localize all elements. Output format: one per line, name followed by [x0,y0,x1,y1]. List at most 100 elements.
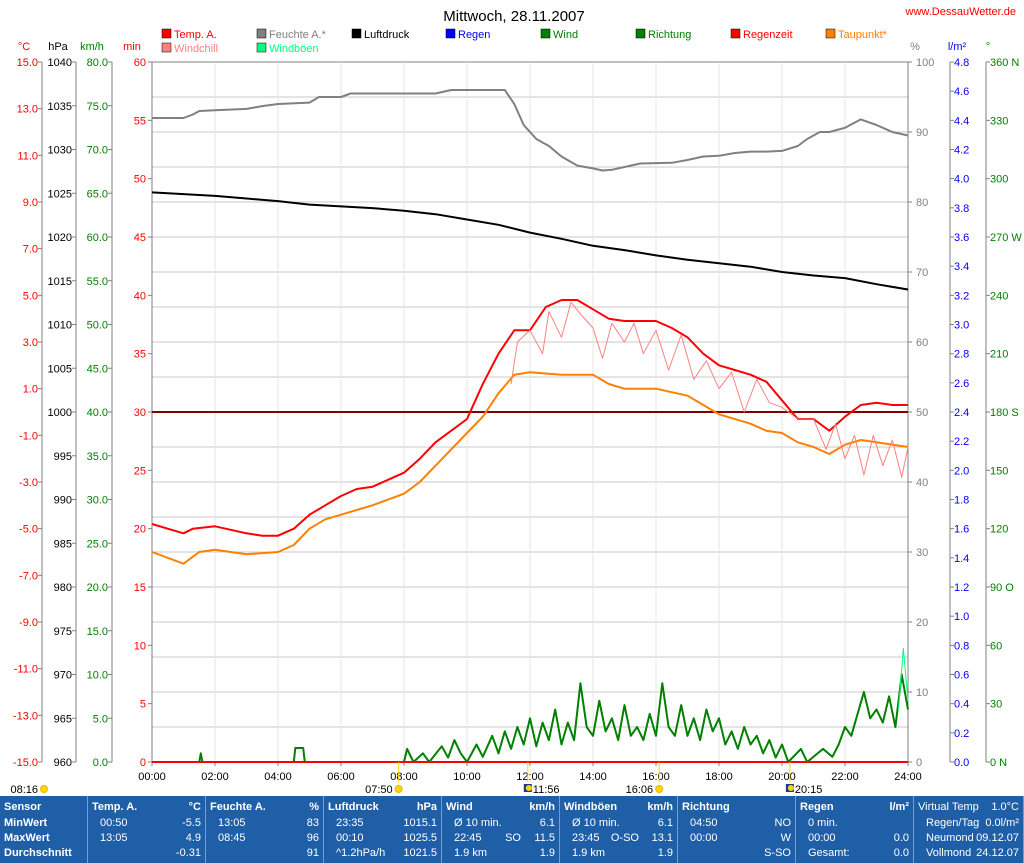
footer-value: 6.1 [539,817,555,829]
humidity-axis-tick-label: 10 [916,687,928,699]
legend-entry: Temp. A. [174,29,217,41]
pressure-axis-tick-label: 1015 [48,276,72,288]
footer-header-label: Richtung [682,801,730,813]
footer-cell: 00:50 [100,817,128,829]
footer-header-label: Temp. A. [92,801,138,813]
series-luftdruck [151,191,909,291]
footer-row: 0 min. [800,815,909,831]
footer-column-header: Windböen km/h [564,799,673,815]
footer-cell: 23:45 [572,832,600,844]
pressure-axis-tick-label: 975 [54,626,72,638]
weather-chart: Mittwoch, 28.11.2007 www.DessauWetter.de… [10,6,1022,796]
footer-column: Windböen km/h Ø 10 min. 6.1 23:45 O-SO 13.1 1.9… [560,796,678,863]
unit-temp: °C [18,41,30,53]
footer-value: 1015.1 [403,817,437,829]
moon-icon-crescent [525,785,532,791]
footer-cell: 22:45 [454,832,482,844]
pressure-axis-tick-label: 1030 [48,145,72,157]
footer-row: 00:10 1025.5 [328,830,437,846]
series-taupunkt [151,371,909,565]
time-tick-label: 12:00 [516,771,544,783]
rain-axis-tick-label: 1.0 [954,611,969,623]
footer-row: -0.31 [92,845,201,861]
footer-row: 04:50 NO [682,815,791,831]
humidity-axis-tick-label: 70 [916,267,928,279]
footer-row: 1.9 km 1.9 [446,845,555,861]
temp-axis-tick-label: 11.0 [17,150,38,162]
temp-axis-tick-label: -7.0 [19,570,38,582]
wind-axis-tick-label: 0.0 [93,757,108,769]
wind-axis-tick-label: 5.0 [93,713,108,725]
footer-row: 00:50 -5.5 [92,815,201,831]
pressure-axis-tick-label: 965 [54,713,72,725]
footer-value: 1.9 [539,847,555,859]
min-axis-tick-label: 20 [134,524,146,536]
footer-header-unit: l/m² [889,801,909,813]
footer-cell: 13:05 [100,832,128,844]
legend-entry: Regen [458,29,490,41]
footer-cell: 0 min. [808,817,838,829]
time-tick-label: 14:00 [579,771,607,783]
time-tick-label: 24:00 [894,771,922,783]
footer-row: Neumond 09.12.07 [918,830,1019,846]
temp-axis-tick-label: -5.0 [19,524,38,536]
min-axis-tick-label: 40 [134,290,146,302]
pressure-axis-tick-label: 1025 [48,188,72,200]
pressure-axis-tick-label: 1020 [48,232,72,244]
rain-axis-tick-label: 2.0 [954,465,969,477]
temp-axis-tick-label: 7.0 [23,244,38,256]
footer-value: 1021.5 [403,847,437,859]
time-tick-label: 04:00 [264,771,292,783]
footer-header-label: Regen [800,801,834,813]
footer-row: MaxWert [4,830,83,846]
humidity-axis-tick-label: 60 [916,337,928,349]
footer-value: 6.1 [657,817,673,829]
series-temp-a [151,299,908,537]
footer-cell: 23:35 [336,817,364,829]
humidity-axis-tick-label: 0 [916,757,922,769]
footer-cell: 13:05 [218,817,246,829]
min-axis-tick-label: 50 [134,174,146,186]
legend-entry: Richtung [648,29,691,41]
direction-axis-tick-label: 120 [990,524,1008,536]
pressure-axis-tick-label: 980 [54,582,72,594]
footer-value: 0.0l/m² [985,817,1019,829]
pressure-axis-tick-label: 970 [54,670,72,682]
footer-value: -0.31 [175,847,201,859]
legend-swatch [635,28,646,39]
footer-row: 23:35 1015.1 [328,815,437,831]
unit-wind: km/h [80,41,104,53]
footer-column: Luftdruck hPa 23:35 1015.1 00:10 1025.5 ^1.2hP… [324,796,442,863]
direction-axis-tick-label: 330 [990,115,1008,127]
sun-icon [394,785,403,793]
unit-pressure: hPa [48,41,68,53]
wind-axis-tick-label: 40.0 [87,407,108,419]
footer-cell: O-SO [610,832,639,844]
wind-axis-tick-label: 60.0 [87,232,108,244]
min-axis-tick-label: 25 [134,465,146,477]
direction-axis-tick-label: 0 N [990,757,1007,769]
site-link[interactable]: www.DessauWetter.de [905,6,1016,18]
footer-value: 24.12.07 [976,847,1019,859]
pressure-axis-tick-label: 990 [54,495,72,507]
rain-axis-tick-label: 4.4 [954,115,969,127]
pressure-axis-tick-label: 995 [54,451,72,463]
footer-row: 08:45 96 [210,830,319,846]
footer-header-label: Windböen [564,801,618,813]
rain-axis-tick-label: 3.0 [954,320,969,332]
rain-axis-tick-label: 1.4 [954,553,969,565]
rain-axis-tick-label: 0.8 [954,640,969,652]
legend-swatch [730,28,741,39]
footer-row: 00:00 0.0 [800,830,909,846]
sun-icon [655,785,664,793]
time-tick-label: 02:00 [201,771,229,783]
footer-row: Ø 10 min. 6.1 [446,815,555,831]
legend-swatch [256,28,267,39]
footer-header-label: Wind [446,801,473,813]
footer-header-label: Luftdruck [328,801,379,813]
legend-swatch [256,42,267,53]
legend-swatch [161,28,172,39]
wind-axis-tick-label: 45.0 [87,363,108,375]
wind-axis-tick-label: 50.0 [87,320,108,332]
legend-swatch [825,28,836,39]
